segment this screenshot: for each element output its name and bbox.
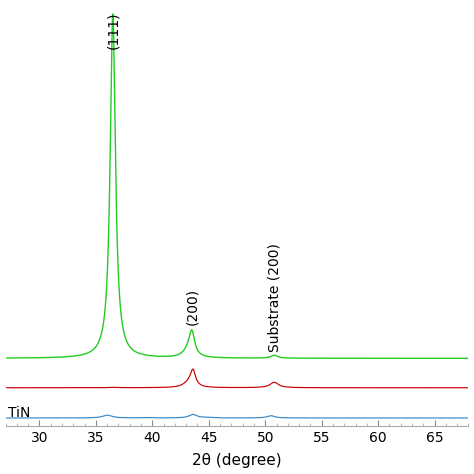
X-axis label: 2θ (degree): 2θ (degree) [192,454,282,468]
Text: (200): (200) [185,288,199,325]
Text: (111): (111) [106,12,120,49]
Text: TiN: TiN [8,406,30,420]
Text: Substrate (200): Substrate (200) [267,243,281,352]
